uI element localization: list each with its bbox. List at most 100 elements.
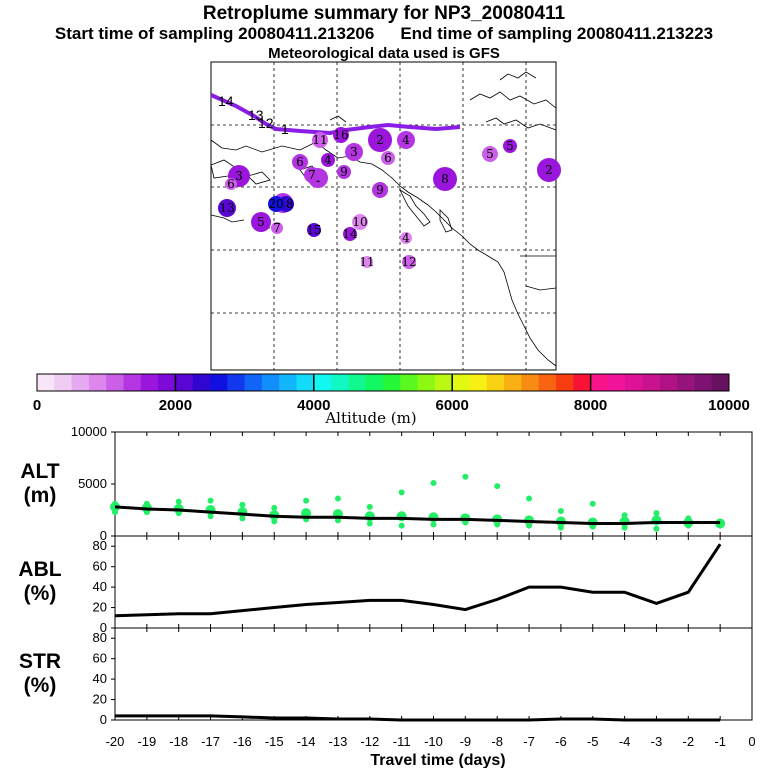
cluster-label: 4 (402, 133, 410, 147)
x-tick-label: -14 (297, 734, 316, 749)
x-tick-label: -13 (329, 734, 348, 749)
x-tick-label: -12 (360, 734, 379, 749)
panel-y-label: (%) (24, 674, 57, 697)
colorbar-cell (279, 374, 297, 391)
cluster-label: 6 (227, 177, 235, 191)
cluster-dot (503, 139, 517, 153)
cluster-dot (361, 256, 373, 268)
x-tick-label: -4 (619, 734, 631, 749)
y-tick-label: 60 (93, 559, 107, 574)
map-cluster: 15 (306, 223, 322, 237)
cluster-label: 7 (273, 221, 281, 235)
alt-spread-group (524, 495, 535, 529)
cluster-label: 3 (235, 169, 243, 183)
cluster-label: 8 (441, 172, 449, 186)
colorbar-cell (400, 374, 418, 391)
colorbar-tick-label: 8000 (574, 397, 607, 414)
alt-spread-group (619, 512, 630, 531)
map-cluster: 5 (251, 212, 271, 232)
x-tick-label: 0 (748, 734, 755, 749)
cluster-label: 6 (384, 151, 392, 165)
map-cluster: 13 (218, 199, 236, 217)
alt-point (175, 498, 182, 505)
alt-point (621, 524, 628, 531)
colorbar-cell (642, 374, 661, 391)
colorbar-cell (521, 374, 540, 391)
alt-spread-group (555, 508, 566, 531)
str-line (115, 714, 721, 722)
panel-frame (114, 627, 753, 721)
cluster-dot (337, 165, 351, 179)
cluster-dot (402, 255, 416, 269)
panel-y-label: ABL (18, 558, 61, 581)
colorbar-cell (71, 374, 90, 391)
alt-spread-group (205, 497, 216, 520)
colorbar-cell (158, 374, 176, 391)
cluster-dot (345, 143, 363, 161)
alt-spread-group (364, 503, 375, 527)
alt-point (112, 500, 118, 507)
cluster-label: 20 (268, 197, 283, 211)
cluster-label: 5 (486, 147, 494, 161)
map-cluster: 6 (292, 154, 308, 170)
cluster-dot (312, 132, 328, 148)
sampling-times: Start time of sampling 20080411.213206 En… (0, 24, 768, 44)
cluster-dot (368, 128, 392, 152)
colorbar-cell (625, 374, 643, 391)
colorbar-cell (54, 374, 72, 391)
colorbar-tick-label: 4000 (297, 397, 330, 414)
map-cluster: 6 (225, 177, 237, 191)
cluster-dot (482, 146, 498, 162)
alt-point (430, 521, 437, 528)
map-cluster: 9 (372, 182, 388, 198)
alt-spread-group (173, 498, 184, 517)
alt-spread-group (332, 495, 343, 524)
cluster-dot (292, 154, 308, 170)
alt-spread-group (237, 501, 248, 522)
colorbar-cell (210, 374, 228, 391)
x-tick-label: -17 (201, 734, 220, 749)
alt-point (557, 508, 564, 515)
alt-point (526, 522, 533, 529)
x-axis: -20 -19 -18 -17 -16 -15 -14 -13 -12 -11 -10 -9 -8 -7-… (106, 734, 756, 768)
colorbar-cell (469, 374, 488, 391)
alt-point (430, 479, 437, 486)
colorbar-tick-label: 10000 (708, 397, 750, 414)
alt-point (366, 503, 373, 510)
map-cluster: 8 (433, 167, 457, 191)
colorbar-tick-label: 6000 (436, 397, 469, 414)
start-time-label: Start time of sampling 20080411.213206 (54, 24, 375, 43)
y-tick-label: 20 (93, 600, 107, 615)
alt-point (143, 509, 150, 516)
cluster-label: 12 (401, 255, 416, 269)
map-cluster: 7 (271, 221, 283, 235)
colorbar-tick-label: 0 (33, 397, 41, 414)
cluster-dot (218, 199, 236, 217)
panel-y-label: (%) (24, 582, 57, 605)
map-cluster: 20 (268, 196, 284, 212)
alt-spread-group (460, 473, 471, 526)
colorbar-cell (590, 374, 609, 391)
cluster-label: 10 (352, 215, 367, 229)
trajectory-map: 14 13 12 1 12345678910111213141516182023… (210, 61, 561, 371)
map-cluster: 7 (304, 167, 320, 183)
cluster-label: 4 (324, 153, 332, 167)
map-cluster: 16 (333, 127, 349, 143)
x-tick-label: -5 (587, 734, 599, 749)
map-cluster: 5 (503, 139, 517, 153)
cluster-dot (304, 167, 320, 183)
x-tick-label: -19 (137, 734, 156, 749)
colorbar-cell (313, 374, 332, 391)
map-cluster: 5 (482, 146, 498, 162)
alt-spread-group (587, 500, 598, 530)
cluster-dot (433, 167, 457, 191)
track-label: 13 (248, 107, 264, 123)
x-tick-label: -7 (523, 734, 535, 749)
cluster-dot (333, 127, 349, 143)
colorbar-cell (607, 374, 626, 391)
track-label: 14 (218, 93, 234, 109)
trajectory-clusters: 1234567891011121314151618202345654911647 (218, 127, 561, 269)
trajectory-track (210, 93, 461, 136)
x-tick-label: -3 (651, 734, 663, 749)
